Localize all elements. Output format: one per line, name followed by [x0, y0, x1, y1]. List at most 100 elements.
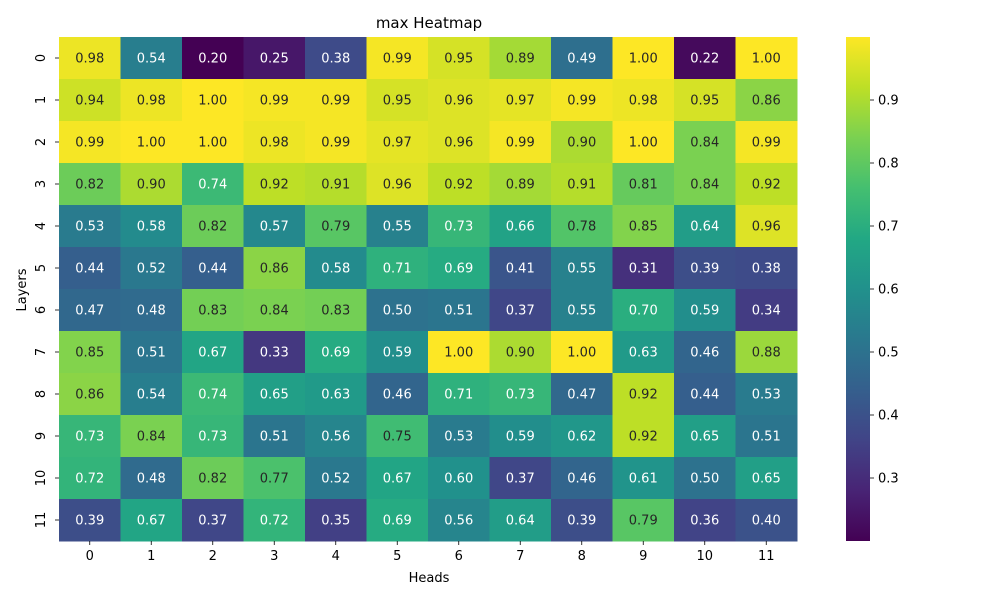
cell-value-label: 0.75: [383, 430, 412, 445]
heatmap-cell: [551, 331, 613, 374]
heatmap-cell: [182, 37, 244, 80]
x-tick-label: 8: [578, 549, 586, 564]
heatmap-cell: [674, 163, 736, 206]
cell-value-label: 0.99: [321, 136, 350, 151]
heatmap-cell: [305, 415, 367, 458]
cell-value-label: 0.74: [198, 388, 227, 403]
cell-value-label: 0.95: [690, 94, 719, 109]
cell-value-label: 0.99: [506, 136, 535, 151]
x-tick-label: 5: [393, 549, 401, 564]
heatmap-cell: [243, 121, 306, 164]
heatmap-cell: [551, 373, 613, 416]
y-tick-label: 8: [34, 390, 49, 398]
heatmap-cell: [551, 121, 613, 164]
cell-value-label: 0.73: [198, 430, 227, 445]
heatmap-cell: [489, 163, 552, 206]
y-axis-ticks: 0 1 2 3 4 5 6 7 8 9 10 11: [34, 54, 59, 528]
heatmap-cell: [674, 37, 736, 80]
heatmap-cell: [735, 205, 798, 248]
cell-value-label: 0.69: [444, 262, 473, 277]
cell-value-label: 0.46: [383, 388, 412, 403]
cell-value-label: 0.59: [506, 430, 535, 445]
heatmap-cell: [243, 247, 306, 290]
heatmap-cell: [120, 457, 183, 500]
heatmap-cell: [428, 499, 490, 542]
cell-value-label: 0.37: [506, 472, 535, 487]
heatmap-cell: [243, 163, 306, 206]
heatmap-cell: [59, 79, 121, 122]
heatmap-cell: [366, 415, 429, 458]
heatmap-cell: [59, 373, 121, 416]
heatmap-cell: [428, 457, 490, 500]
cell-value-label: 0.65: [260, 388, 289, 403]
heatmap-cell: [489, 373, 552, 416]
cell-value-label: 0.46: [567, 472, 596, 487]
x-axis-label: Heads: [409, 571, 450, 586]
cell-value-label: 0.85: [629, 220, 658, 235]
heatmap-cell: [489, 289, 552, 332]
cell-value-label: 0.61: [629, 472, 658, 487]
cell-value-label: 0.96: [383, 178, 412, 193]
heatmap-cell: [674, 121, 736, 164]
cell-value-label: 0.60: [444, 472, 473, 487]
heatmap-cell: [674, 373, 736, 416]
heatmap-cell: [120, 163, 183, 206]
cell-value-label: 0.82: [198, 472, 227, 487]
y-tick-label: 2: [34, 138, 49, 146]
y-tick-label: 9: [34, 432, 49, 440]
cell-value-label: 0.92: [444, 178, 473, 193]
cell-value-label: 0.44: [75, 262, 104, 277]
heatmap-cell: [120, 79, 183, 122]
heatmap-cell: [59, 415, 121, 458]
cell-value-label: 0.79: [321, 220, 350, 235]
cell-value-label: 1.00: [198, 136, 227, 151]
cell-value-label: 0.39: [690, 262, 719, 277]
heatmap-cell: [674, 331, 736, 374]
cell-value-label: 0.82: [75, 178, 104, 193]
heatmap-cell: [551, 415, 613, 458]
heatmap-cell: [120, 289, 183, 332]
cell-value-label: 0.53: [75, 220, 104, 235]
y-tick-label: 7: [34, 348, 49, 356]
heatmap-cell: [243, 373, 306, 416]
heatmap-cell: [489, 37, 552, 80]
heatmap-cell: [59, 163, 121, 206]
heatmap-cell: [551, 457, 613, 500]
cell-value-label: 0.69: [383, 514, 412, 529]
cell-value-label: 0.50: [383, 304, 412, 319]
cell-value-label: 0.92: [629, 430, 658, 445]
colorbar-tick-label: 0.6: [878, 283, 899, 298]
cell-value-label: 0.49: [567, 52, 596, 67]
cell-value-label: 0.59: [690, 304, 719, 319]
cell-value-label: 0.46: [690, 346, 719, 361]
cell-value-label: 0.85: [75, 346, 104, 361]
heatmap-cell: [674, 79, 736, 122]
cell-value-label: 0.95: [383, 94, 412, 109]
cell-value-label: 0.84: [137, 430, 166, 445]
heatmap-cell: [674, 205, 736, 248]
cell-value-label: 0.99: [567, 94, 596, 109]
heatmap-cell: [489, 457, 552, 500]
cell-value-label: 0.34: [752, 304, 781, 319]
cell-value-label: 0.99: [260, 94, 289, 109]
heatmap-cell: [735, 457, 798, 500]
cell-value-label: 0.65: [752, 472, 781, 487]
cell-value-label: 0.83: [198, 304, 227, 319]
heatmap-cell: [243, 331, 306, 374]
x-tick-label: 9: [639, 549, 647, 564]
heatmap-cell: [612, 415, 675, 458]
cell-value-label: 0.84: [260, 304, 289, 319]
cell-value-label: 0.67: [198, 346, 227, 361]
heatmap-cell: [428, 247, 490, 290]
cell-value-label: 0.51: [137, 346, 166, 361]
heatmap-cell: [612, 289, 675, 332]
heatmap-cells: 0.98 0.54 0.20 0.25 0.38 0.99 0.95 0.89 0.49 1.00…: [59, 37, 798, 542]
heatmap-cell: [366, 79, 429, 122]
cell-value-label: 0.94: [75, 94, 104, 109]
cell-value-label: 0.98: [260, 136, 289, 151]
cell-value-label: 0.73: [444, 220, 473, 235]
heatmap-cell: [428, 163, 490, 206]
cell-value-label: 0.71: [444, 388, 473, 403]
heatmap-cell: [366, 331, 429, 374]
